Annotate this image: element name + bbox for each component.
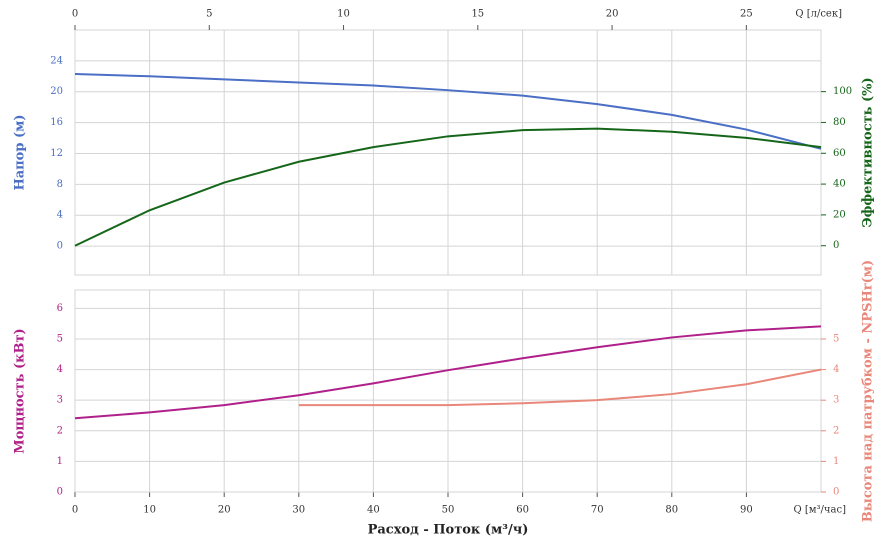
x2-tick-label: 5 bbox=[206, 9, 212, 20]
y-tick-label: 16 bbox=[50, 117, 63, 128]
y2-tick-label: 3 bbox=[833, 395, 839, 406]
series-line bbox=[74, 72, 822, 150]
y2-tick-label: 1 bbox=[833, 456, 839, 467]
y-tick-label: 0 bbox=[57, 487, 63, 498]
y-tick-label: 4 bbox=[57, 210, 63, 221]
y2-tick-label: 5 bbox=[833, 333, 839, 344]
y-tick-label: 1 bbox=[57, 456, 63, 467]
x-tick-label: 30 bbox=[292, 505, 305, 516]
x2-tick-label: 15 bbox=[471, 9, 484, 20]
y2-axis-label: Высота над патрубком - NPSHr(м) bbox=[861, 260, 876, 522]
x-tick-label: 10 bbox=[143, 505, 156, 516]
y-tick-label: 12 bbox=[50, 148, 63, 159]
y2-tick-label: 40 bbox=[833, 179, 846, 190]
y-tick-label: 4 bbox=[57, 364, 63, 375]
series-line bbox=[74, 127, 822, 247]
x-tick-label: 50 bbox=[442, 505, 455, 516]
x-unit-label: Q [м³/час] bbox=[793, 505, 846, 516]
y-tick-label: 2 bbox=[57, 425, 63, 436]
y-tick-label: 0 bbox=[57, 241, 63, 252]
x-axis-label: Расход - Поток (м³/ч) bbox=[368, 523, 529, 538]
series-line bbox=[74, 325, 822, 420]
y2-tick-label: 0 bbox=[833, 240, 839, 251]
y2-tick-label: 2 bbox=[833, 425, 839, 436]
y2-tick-label: 0 bbox=[833, 487, 839, 498]
x-tick-label: 80 bbox=[665, 505, 678, 516]
y2-tick-label: 60 bbox=[833, 148, 846, 159]
y-tick-label: 8 bbox=[57, 179, 63, 190]
x-tick-label: 0 bbox=[72, 505, 78, 516]
x-tick-label: 90 bbox=[740, 505, 753, 516]
y-tick-label: 3 bbox=[57, 395, 63, 406]
y-axis-label: Напор (м) bbox=[13, 114, 28, 190]
series-line bbox=[298, 368, 822, 407]
x2-tick-label: 25 bbox=[740, 9, 753, 20]
y-tick-label: 6 bbox=[57, 303, 63, 314]
x-tick-label: 40 bbox=[367, 505, 380, 516]
x2-axis-label: Q [л/сек] bbox=[795, 9, 842, 20]
x-tick-label: 70 bbox=[591, 505, 604, 516]
x2-tick-label: 0 bbox=[72, 9, 78, 20]
y-axis-label: Мощность (кВт) bbox=[13, 328, 28, 453]
y2-tick-label: 100 bbox=[833, 86, 852, 97]
y-tick-label: 24 bbox=[50, 55, 63, 66]
x2-tick-label: 10 bbox=[337, 9, 350, 20]
y2-tick-label: 4 bbox=[833, 364, 839, 375]
x2-tick-label: 20 bbox=[606, 9, 619, 20]
y2-axis-label: Эффективность (%) bbox=[861, 77, 876, 227]
x-tick-label: 20 bbox=[218, 505, 231, 516]
x-tick-label: 60 bbox=[516, 505, 529, 516]
y-tick-label: 5 bbox=[57, 333, 63, 344]
y-tick-label: 20 bbox=[50, 86, 63, 97]
y2-tick-label: 20 bbox=[833, 209, 846, 220]
y2-tick-label: 80 bbox=[833, 117, 846, 128]
